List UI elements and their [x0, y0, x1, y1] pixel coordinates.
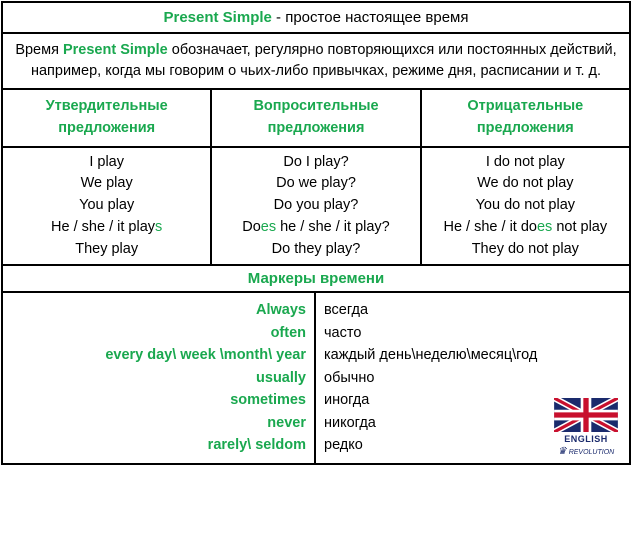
- header-affirmative: Утвердительные предложения: [3, 90, 210, 146]
- marker-r2: часто: [324, 325, 361, 341]
- question-r3: Do you play?: [274, 197, 359, 213]
- marker-l3: every day\ week \month\ year: [105, 347, 306, 363]
- question-r4b: he / she / it play?: [276, 219, 390, 235]
- question-r2: Do we play?: [276, 175, 356, 191]
- header-neg-l2: предложения: [477, 120, 574, 136]
- title-row: Present Simple - простое настоящее время: [3, 3, 629, 34]
- header-row: Утвердительные предложения Вопросительны…: [3, 90, 629, 148]
- description-row: Время Present Simple обозначает, регуляр…: [3, 34, 629, 90]
- desc-pre: Время: [15, 42, 63, 58]
- marker-l5: sometimes: [230, 392, 306, 408]
- markers-russian: всегда часто каждый день\неделю\месяц\го…: [316, 293, 629, 462]
- affirm-r1: I play: [89, 154, 124, 170]
- markers-body: Always often every day\ week \month\ yea…: [3, 293, 629, 462]
- header-question-l1: Вопросительные: [253, 98, 378, 114]
- logo-sub: REVOLUTION: [569, 449, 615, 456]
- neg-r5: They do not play: [472, 241, 579, 257]
- marker-l2: often: [271, 325, 306, 341]
- affirm-r3: You play: [79, 197, 134, 213]
- affirm-r5: They play: [75, 241, 138, 257]
- affirm-r4s: s: [155, 219, 162, 235]
- marker-l6: never: [267, 415, 306, 431]
- marker-l7: rarely\ seldom: [208, 437, 306, 453]
- title-dash: -: [272, 9, 285, 26]
- neg-r4es: es: [537, 219, 552, 235]
- affirmative-examples: I play We play You play He / she / it pl…: [3, 148, 210, 265]
- header-affirm-l1: Утвердительные: [46, 98, 168, 114]
- question-r4es: es: [261, 219, 276, 235]
- markers-english: Always often every day\ week \month\ yea…: [3, 293, 316, 462]
- question-r5: Do they play?: [272, 241, 361, 257]
- marker-r5: иногда: [324, 392, 369, 408]
- marker-l4: usually: [256, 370, 306, 386]
- desc-term: Present Simple: [63, 42, 168, 58]
- logo-text: ENGLISH: [549, 433, 623, 447]
- header-question: Вопросительные предложения: [210, 90, 419, 146]
- header-question-l2: предложения: [268, 120, 365, 136]
- examples-row: I play We play You play He / she / it pl…: [3, 148, 629, 267]
- question-r4a: Do: [242, 219, 261, 235]
- grammar-table: Present Simple - простое настоящее время…: [1, 1, 631, 465]
- markers-title: Маркеры времени: [248, 270, 384, 287]
- affirm-r4a: He / she / it play: [51, 219, 155, 235]
- title-rest: простое настоящее время: [285, 9, 468, 26]
- crown-icon: ♛: [558, 446, 567, 457]
- union-jack-icon: [554, 398, 618, 432]
- neg-r4a: He / she / it do: [443, 219, 537, 235]
- marker-r3: каждый день\неделю\месяц\год: [324, 347, 537, 363]
- marker-r1: всегда: [324, 302, 368, 318]
- marker-r7: редко: [324, 437, 363, 453]
- neg-r2: We do not play: [477, 175, 573, 191]
- title-term: Present Simple: [163, 9, 271, 26]
- question-examples: Do I play? Do we play? Do you play? Does…: [210, 148, 419, 265]
- header-negative: Отрицательные предложения: [420, 90, 629, 146]
- question-r1: Do I play?: [283, 154, 348, 170]
- marker-r6: никогда: [324, 415, 376, 431]
- affirm-r2: We play: [81, 175, 133, 191]
- header-neg-l1: Отрицательные: [467, 98, 583, 114]
- neg-r1: I do not play: [486, 154, 565, 170]
- header-affirm-l2: предложения: [58, 120, 155, 136]
- marker-r4: обычно: [324, 370, 374, 386]
- markers-title-row: Маркеры времени: [3, 266, 629, 293]
- neg-r4b: not play: [552, 219, 607, 235]
- marker-l1: Always: [256, 302, 306, 318]
- negative-examples: I do not play We do not play You do not …: [420, 148, 629, 265]
- neg-r3: You do not play: [476, 197, 575, 213]
- english-revolution-logo: ENGLISH ♛ REVOLUTION: [549, 398, 623, 459]
